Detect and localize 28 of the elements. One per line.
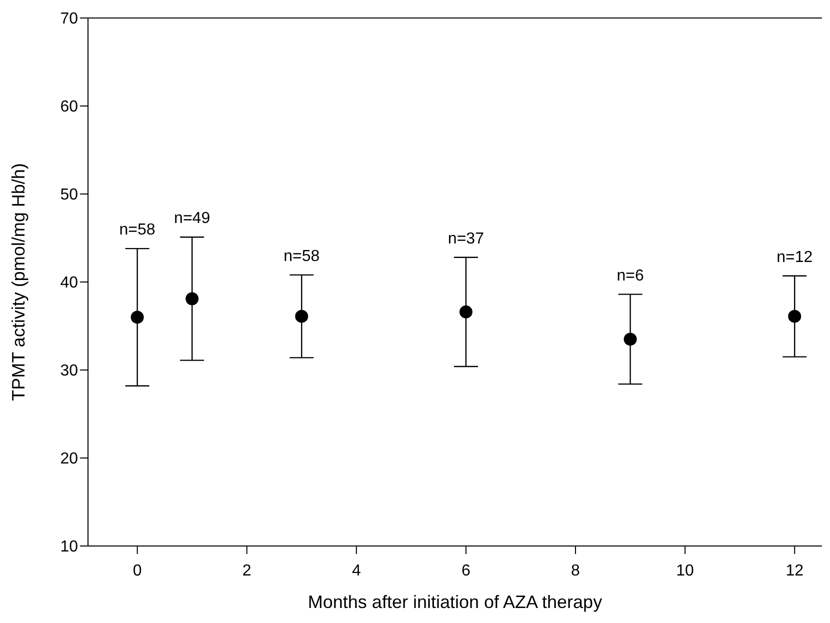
point: [295, 310, 308, 323]
x-tick-label: 10: [676, 562, 694, 580]
point: [186, 292, 199, 306]
y-tick-label: 30: [60, 362, 78, 380]
annotation: n=12: [776, 248, 813, 266]
y-tick-label: 20: [60, 450, 78, 468]
annotation: n=58: [119, 222, 156, 239]
annotation: n=49: [174, 210, 210, 228]
x-tick-label: 4: [352, 562, 361, 580]
y-tick-label: 60: [60, 98, 78, 116]
point: [788, 310, 802, 323]
x-tick-label: 2: [242, 562, 252, 580]
y-axis-title: TPMT activity (pmol/mg Hb/h): [8, 163, 28, 401]
x-tick-label: 8: [571, 562, 580, 580]
y-tick-label: 70: [60, 10, 78, 28]
x-axis-title: Months after initiation of AZA therapy: [308, 592, 602, 612]
y-tick-label: 10: [60, 538, 78, 556]
point: [624, 332, 637, 346]
y-tick-label: 40: [60, 274, 78, 292]
annotation: n=58: [284, 248, 320, 265]
x-tick-label: 0: [132, 562, 142, 580]
point: [130, 310, 144, 324]
y-tick-label: 50: [60, 186, 78, 204]
annotation: n=6: [616, 267, 644, 284]
x-tick-label: 12: [786, 562, 804, 580]
point: [459, 305, 472, 318]
annotation: n=37: [448, 230, 484, 248]
x-tick-label: 6: [462, 562, 470, 580]
